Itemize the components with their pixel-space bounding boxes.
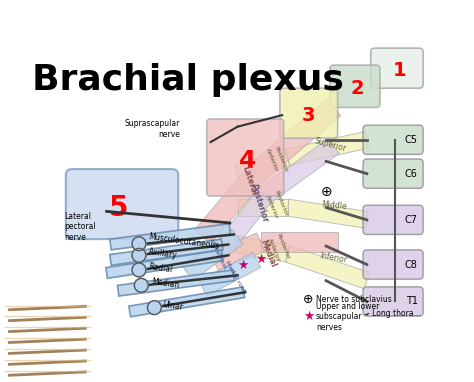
Circle shape (132, 263, 146, 277)
Text: 1: 1 (392, 61, 406, 80)
Polygon shape (118, 270, 235, 296)
Text: Upper and lower
subscapular
nerves: Upper and lower subscapular nerves (316, 302, 380, 332)
Text: Posterior: Posterior (274, 190, 289, 217)
Polygon shape (106, 250, 223, 278)
Text: Inferior: Inferior (319, 251, 348, 264)
Polygon shape (285, 246, 370, 289)
Text: ⊕: ⊕ (303, 293, 314, 306)
Text: ⊕: ⊕ (320, 185, 332, 199)
Polygon shape (237, 199, 288, 216)
Polygon shape (250, 99, 341, 181)
Text: Posterior: Posterior (249, 183, 270, 224)
FancyBboxPatch shape (363, 250, 423, 279)
Polygon shape (261, 232, 337, 252)
Polygon shape (236, 236, 289, 262)
FancyBboxPatch shape (207, 119, 284, 196)
Polygon shape (235, 149, 290, 181)
Text: Anterior: Anterior (265, 147, 279, 173)
Text: Superior: Superior (313, 136, 347, 153)
Polygon shape (182, 229, 243, 280)
Text: Medial root: Medial root (224, 260, 246, 293)
FancyBboxPatch shape (363, 159, 423, 188)
Polygon shape (195, 166, 265, 244)
Polygon shape (259, 138, 339, 204)
Circle shape (132, 248, 146, 262)
Circle shape (134, 278, 148, 292)
Text: C7: C7 (405, 215, 418, 225)
Polygon shape (286, 131, 369, 166)
Text: ★: ★ (303, 311, 314, 324)
Circle shape (132, 237, 146, 251)
Text: Musculocutaneous: Musculocutaneous (148, 232, 220, 251)
FancyBboxPatch shape (363, 125, 423, 154)
Text: Lateral: Lateral (240, 165, 258, 197)
FancyBboxPatch shape (371, 48, 423, 88)
Polygon shape (286, 199, 368, 228)
Text: Posterior: Posterior (274, 146, 289, 173)
Text: Lateral
pectoral
nerve: Lateral pectoral nerve (64, 212, 96, 242)
Polygon shape (110, 224, 230, 250)
Text: ★: ★ (237, 259, 248, 272)
Text: C6: C6 (405, 169, 418, 179)
Text: Anterior: Anterior (267, 237, 281, 263)
Polygon shape (215, 190, 272, 256)
Polygon shape (110, 239, 223, 265)
Text: 3: 3 (301, 106, 315, 125)
Polygon shape (199, 253, 261, 296)
Text: Suprascapular
nerve: Suprascapular nerve (124, 119, 180, 139)
Text: Lateral root: Lateral root (207, 235, 227, 270)
Text: Median: Median (151, 277, 180, 290)
Text: - Long thora...: - Long thora... (367, 309, 420, 318)
FancyBboxPatch shape (330, 65, 380, 107)
Text: Posterior: Posterior (275, 232, 291, 260)
Polygon shape (129, 287, 245, 317)
Circle shape (147, 301, 161, 314)
Text: 5: 5 (109, 194, 128, 222)
FancyBboxPatch shape (363, 205, 423, 235)
Text: Nerve to subclavius: Nerve to subclavius (316, 295, 392, 304)
Text: Radial: Radial (148, 262, 173, 275)
Text: Brachial plexus: Brachial plexus (32, 63, 344, 97)
Text: 2: 2 (350, 79, 364, 98)
FancyBboxPatch shape (280, 88, 337, 138)
FancyBboxPatch shape (363, 287, 423, 316)
Text: C5: C5 (405, 135, 418, 145)
Text: Medial: Medial (259, 239, 278, 269)
Text: Ulnar: Ulnar (162, 300, 184, 312)
Text: Axillary: Axillary (148, 247, 178, 260)
FancyBboxPatch shape (66, 169, 178, 239)
Text: C8: C8 (405, 259, 418, 270)
Text: Anterior: Anterior (265, 195, 279, 220)
Text: Middle: Middle (321, 201, 347, 212)
Text: T1: T1 (406, 296, 418, 306)
Text: 4: 4 (239, 149, 256, 173)
Polygon shape (210, 233, 264, 271)
Text: ★: ★ (255, 253, 266, 266)
